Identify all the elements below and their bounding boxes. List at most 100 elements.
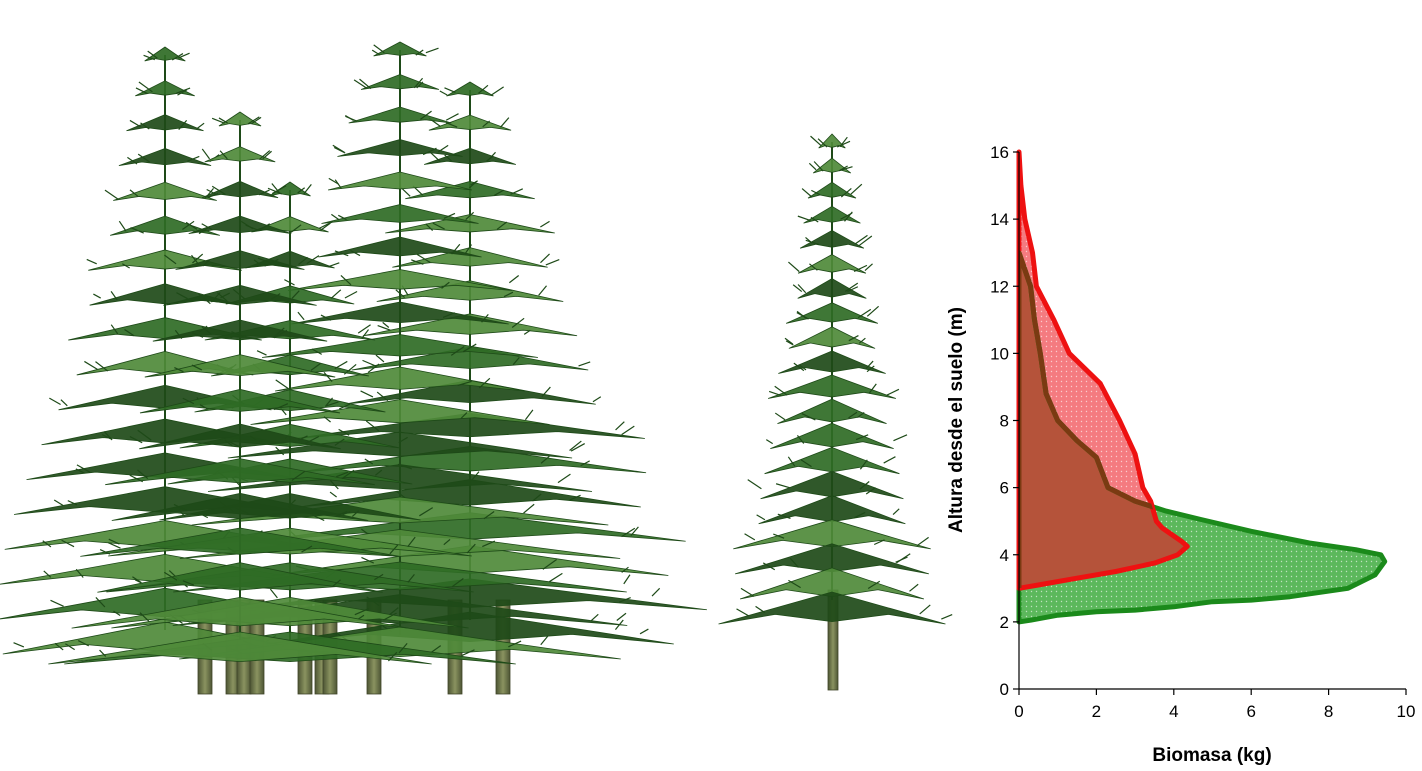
tree-needle [320, 314, 332, 321]
tree-needle [211, 117, 225, 124]
tree-needle [810, 216, 819, 223]
tree-needle [272, 185, 287, 195]
tree-needle [129, 474, 144, 483]
tree-needle [337, 511, 351, 518]
tree-needle [416, 253, 431, 264]
tree-needle [389, 607, 399, 616]
tree-needle [466, 543, 476, 554]
tree-needle [341, 469, 355, 480]
tree-needle [471, 471, 480, 481]
tree-needle [592, 396, 602, 403]
tree-needle [858, 235, 873, 246]
tree-needle [493, 189, 504, 196]
tree-needle [797, 284, 807, 294]
biomass-profile-chart: 0 2 4 6 8 10 12 14 16 0 2 4 6 8 10 Biomasa (kg) Altur… [946, 143, 1415, 766]
tree-needle [140, 122, 150, 130]
tree-branch [287, 269, 513, 291]
tree-needle [854, 511, 866, 519]
tree-needle [542, 558, 557, 570]
tree-needle [113, 610, 121, 617]
tree-branch [777, 398, 887, 424]
tree-needle [792, 284, 803, 293]
tree-needle [651, 587, 661, 597]
tree-branch [275, 366, 525, 392]
tree-needle [108, 542, 121, 549]
tree-needle [327, 262, 340, 268]
y-tick-label: 6 [1000, 479, 1009, 498]
tree-needle [118, 220, 127, 232]
tree-needle [290, 224, 302, 233]
tree-needle [54, 642, 64, 651]
tree-needle [836, 140, 851, 148]
tree-needle [357, 324, 371, 334]
tree-needle [630, 526, 639, 537]
y-tick-label: 12 [990, 277, 1009, 296]
tree-needle [339, 403, 351, 410]
tree-needle [420, 110, 432, 120]
tree-needle [323, 416, 331, 423]
tree-needle [916, 536, 929, 547]
tree-branch [318, 236, 482, 258]
tree-needle [77, 640, 90, 647]
tree-branch [424, 147, 516, 165]
tree-needle [99, 649, 107, 657]
conifer-group-icon [0, 41, 707, 695]
tree-needle [182, 580, 195, 586]
tree-needle [462, 343, 477, 353]
tree-branch [144, 354, 336, 378]
tree-needle [331, 213, 340, 221]
tree-needle [273, 329, 288, 339]
tree-needle [191, 364, 203, 371]
tree-branch [105, 458, 375, 486]
tree-needle [755, 605, 766, 614]
tree-needle [775, 483, 791, 489]
tree-branch [803, 205, 861, 224]
tree-needle [796, 312, 809, 320]
tree-needle [297, 311, 305, 321]
tree-needle [387, 651, 398, 662]
tree-needle [538, 285, 548, 296]
tree-needle [325, 397, 334, 406]
tree-needle [796, 435, 805, 444]
tree-needle [61, 539, 75, 548]
tree-needle [137, 469, 149, 479]
tree-needle [470, 180, 478, 186]
tree-needle [848, 411, 858, 419]
tree-needle [437, 144, 449, 153]
tree-branch [373, 41, 427, 57]
tree-needle [267, 187, 282, 195]
tree-needle [373, 44, 385, 54]
tree-needle [813, 161, 824, 172]
tree-branch [80, 527, 400, 557]
tree-needle [191, 332, 204, 338]
tree-branch [109, 215, 221, 236]
tree-cluster-illustration [0, 41, 707, 695]
x-tick-label: 10 [1397, 702, 1416, 721]
tree-branch [770, 422, 894, 450]
tree-needle [376, 391, 389, 402]
tree-needle [185, 221, 198, 230]
tree-needle [137, 153, 150, 163]
tree-needle [262, 150, 272, 160]
tree-needle [129, 189, 139, 197]
tree-needle [334, 438, 345, 446]
tree-needle [838, 166, 853, 172]
tree-needle [199, 404, 209, 410]
tree-needle [291, 470, 306, 481]
tree-needle [886, 388, 900, 396]
tree-needle [844, 211, 853, 222]
tree-needle [371, 49, 381, 56]
tree-needle [619, 597, 631, 603]
tree-branch [207, 464, 593, 492]
tree-branch [163, 284, 317, 306]
tree-needle [311, 348, 323, 355]
tree-needle [859, 481, 870, 490]
tree-needle [108, 538, 120, 545]
tree-needle [847, 286, 859, 293]
tree-branch [797, 278, 867, 299]
tree-needle [324, 401, 339, 407]
tree-needle [774, 385, 788, 396]
tree-needle [139, 612, 150, 622]
tree-needle [297, 435, 308, 441]
tree-needle [578, 361, 591, 367]
